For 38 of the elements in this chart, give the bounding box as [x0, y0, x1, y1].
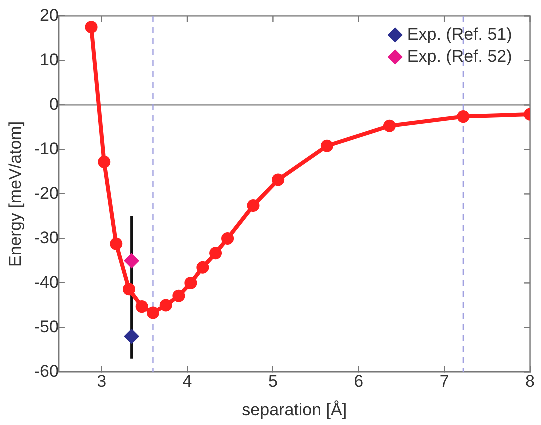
point [184, 276, 198, 290]
point [124, 254, 140, 268]
x-tick-label: 3 [97, 372, 107, 392]
y-tick-label: 0 [50, 94, 59, 114]
y-tick-label: -20 [34, 184, 59, 203]
point [457, 110, 470, 124]
legend-label: Exp. (Ref. 52) [407, 46, 512, 66]
legend-label: Exp. (Ref. 51) [407, 24, 512, 44]
x-tick-label: 4 [182, 372, 192, 392]
point [146, 306, 160, 320]
point [124, 329, 140, 344]
point [85, 21, 98, 34]
point [320, 140, 334, 152]
point [172, 290, 186, 302]
x-tick-label: 6 [354, 372, 364, 392]
point [98, 156, 111, 168]
point [272, 174, 285, 186]
point [210, 247, 222, 260]
x-axis-title: separation [Å] [242, 400, 348, 420]
y-axis-title: Energy [meV/atom] [6, 121, 25, 267]
x-tick-label: 5 [268, 372, 278, 392]
x-tick-label: 8 [526, 372, 536, 392]
y-tick-label: -40 [34, 272, 59, 292]
point [160, 299, 172, 312]
y-tick-label: 10 [40, 50, 59, 70]
y-tick-label: -60 [34, 362, 59, 381]
point [122, 283, 136, 296]
point [247, 200, 260, 212]
point [196, 261, 210, 274]
x-tick-label: 7 [440, 372, 450, 392]
point [136, 300, 148, 314]
y-tick-label: 20 [40, 6, 59, 25]
y-tick-label: -30 [34, 228, 59, 248]
y-tick-label: -10 [34, 139, 59, 158]
point [383, 120, 396, 132]
point [110, 238, 123, 250]
point [222, 232, 234, 245]
y-tick-label: -50 [34, 317, 59, 336]
